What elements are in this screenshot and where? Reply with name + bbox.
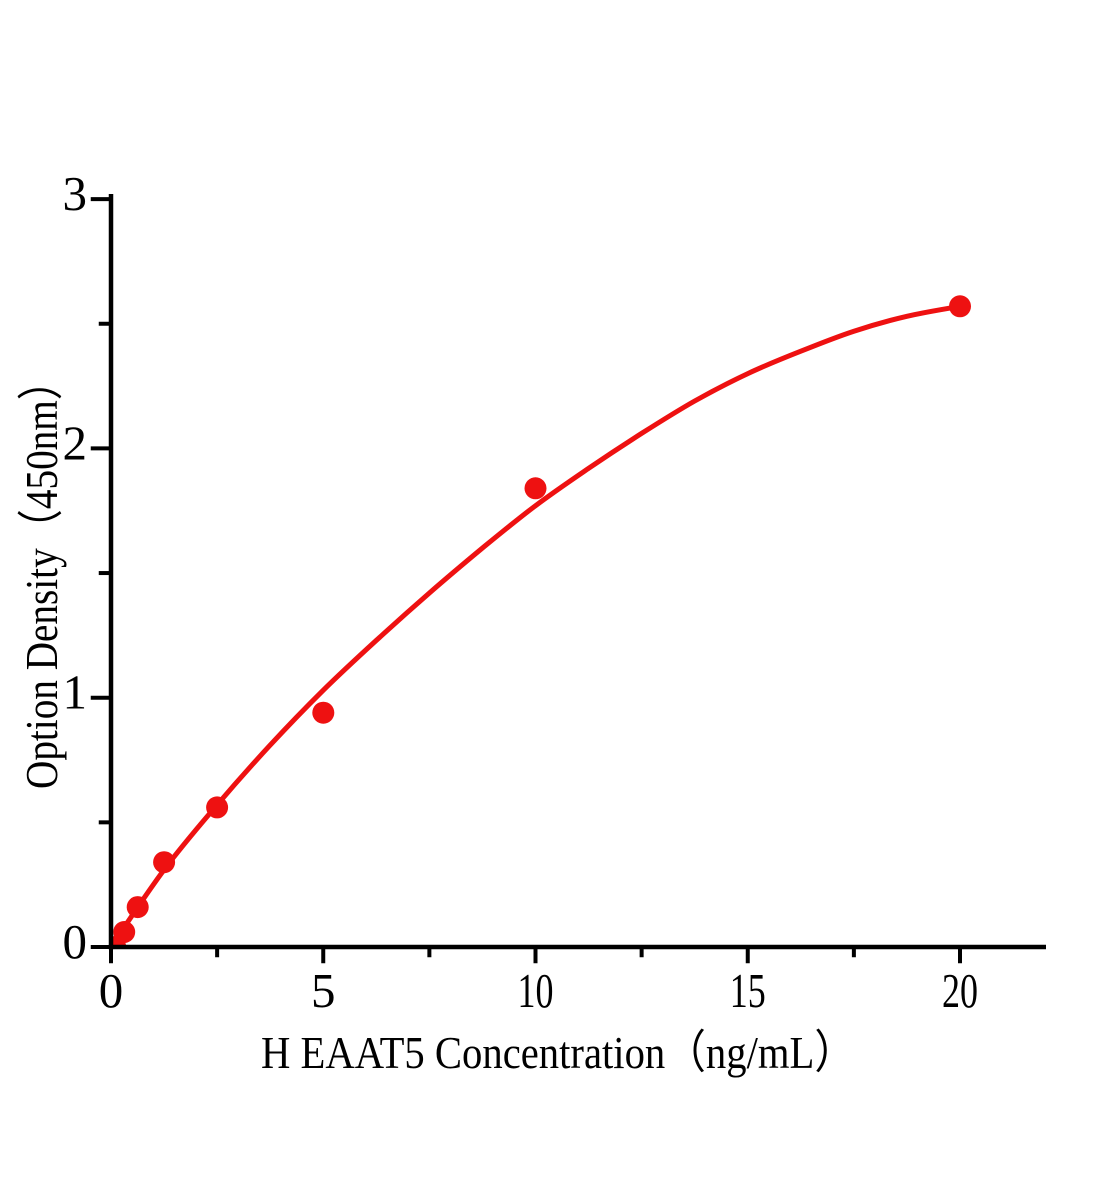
- axes-layer: [90, 194, 1046, 964]
- data-point: [126, 896, 149, 919]
- x-tick-label: 20: [942, 963, 978, 1018]
- fit-curve: [111, 303, 963, 947]
- x-axis-title: H EAAT5 Concentration（ng/mL）: [261, 1027, 855, 1078]
- series-layer: [111, 295, 971, 947]
- x-tick-label: 5: [311, 963, 336, 1018]
- x-tick-label: 10: [518, 963, 554, 1018]
- y-tick-label: 1: [63, 665, 88, 720]
- data-point: [312, 701, 335, 724]
- y-tick-label: 2: [63, 415, 88, 470]
- tick-label-layer: 0 5 10 15 20 0 1 2 3: [63, 166, 979, 1018]
- y-tick-label: 0: [63, 914, 88, 969]
- data-point: [524, 477, 547, 500]
- x-tick-label: 0: [99, 963, 124, 1018]
- data-point: [949, 295, 971, 318]
- y-tick-label: 3: [63, 166, 88, 221]
- x-tick-label: 15: [730, 963, 766, 1018]
- data-point: [206, 796, 229, 819]
- data-point: [153, 851, 176, 874]
- y-axis-title: Option Density（450nm）: [16, 361, 67, 789]
- data-point: [113, 921, 136, 943]
